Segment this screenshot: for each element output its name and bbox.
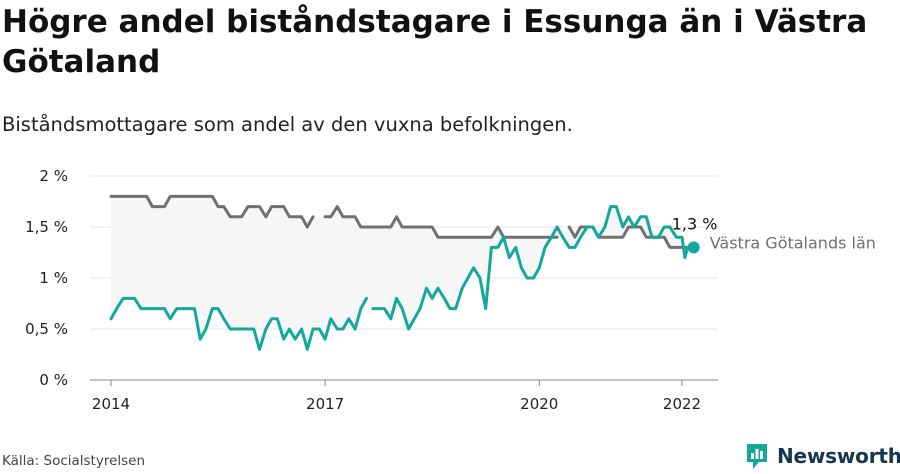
series-label-vastra-gotaland: Västra Götalands län — [710, 233, 876, 252]
chart-labels: 1,3 %Västra Götalands län — [672, 214, 876, 254]
x-tick-label: 2020 — [520, 395, 558, 413]
y-tick-label: 2 % — [39, 167, 68, 185]
y-tick-label: 0 % — [39, 371, 68, 389]
y-tick-label: 1,5 % — [25, 218, 68, 236]
x-tick-label: 2022 — [663, 395, 701, 413]
brand-name: Newsworthy — [777, 444, 900, 468]
x-tick-label: 2014 — [92, 395, 130, 413]
series-line — [109, 194, 315, 229]
x-tick-label: 2017 — [306, 395, 344, 413]
series-line — [323, 205, 559, 239]
series-lines — [109, 194, 690, 351]
y-tick-label: 1 % — [39, 269, 68, 287]
value-annotation: 1,3 % — [672, 214, 718, 233]
axes: 0 % 0,5 % 1 % 1,5 % 2 % 2014 2017 2020 2022 — [25, 167, 718, 413]
chart-title: Högre andel biståndstagare i Essunga än … — [2, 4, 868, 80]
series-line — [109, 296, 368, 351]
source-note: Källa: Socialstyrelsen — [2, 453, 146, 469]
gap-shaded-area — [111, 196, 687, 350]
chart-subtitle: Biståndsmottagare som andel av den vuxna… — [2, 113, 573, 136]
y-tick-label: 0,5 % — [25, 320, 68, 338]
newsworthy-logo-icon — [747, 444, 767, 469]
line-chart: 0 % 0,5 % 1 % 1,5 % 2 % 2014 2017 2020 2022 1,3 … — [25, 167, 876, 413]
series-line — [371, 205, 690, 331]
series-essunga — [109, 205, 690, 351]
brand-logo: Newsworthy — [745, 441, 900, 471]
series-end-marker — [687, 241, 700, 254]
